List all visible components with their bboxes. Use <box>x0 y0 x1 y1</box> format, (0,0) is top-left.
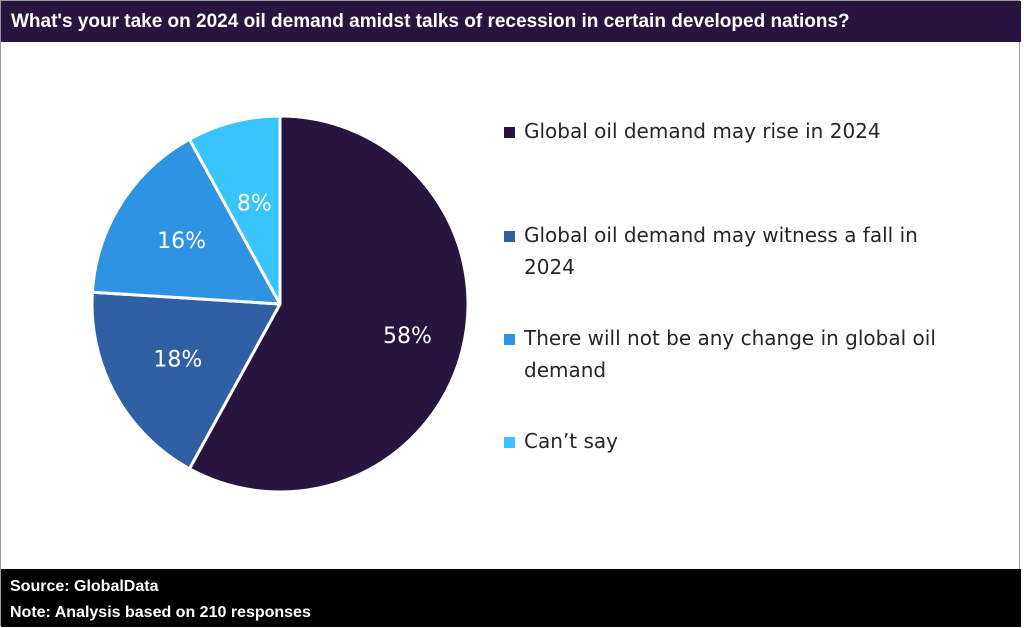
legend-swatch-rise <box>504 127 515 138</box>
legend-label-rise: Global oil demand may rise in 2024 <box>524 119 881 143</box>
legend-item-rise: Global oil demand may rise in 2024 <box>504 115 944 147</box>
legend-label-cant-say: Can’t say <box>524 429 618 453</box>
legend-swatch-no-change <box>504 334 515 345</box>
chart-title: What's your take on 2024 oil demand amid… <box>1 1 1021 42</box>
pie-slice-rise <box>187 114 470 494</box>
footer: Source: GlobalData Note: Analysis based … <box>1 569 1021 627</box>
legend-item-cant-say: Can’t say <box>504 425 944 457</box>
pie-slice-cant-say <box>187 114 282 306</box>
legend-swatch-fall <box>504 231 515 242</box>
pie-slice-fall-value-label: 18% <box>153 348 202 373</box>
pie-slice-rise-value-label: 58% <box>383 324 432 349</box>
pie-slice-cant-say-value-label: 8% <box>237 191 272 216</box>
source-note: Source: GlobalData <box>10 578 159 595</box>
legend-item-no-change: There will not be any change in global o… <box>504 322 944 386</box>
legend-label-fall: Global oil demand may witness a fall in … <box>524 223 918 279</box>
pie-slice-no-change-value-label: 16% <box>157 229 206 254</box>
legend-item-fall: Global oil demand may witness a fall in … <box>504 219 944 283</box>
legend-label-no-change: There will not be any change in global o… <box>524 326 936 382</box>
legend-swatch-cant-say <box>504 437 515 448</box>
analysis-note: Note: Analysis based on 210 responses <box>10 604 311 621</box>
pie-slice-fall <box>90 290 282 471</box>
pie-chart: 58% 18% 16% 8% <box>90 114 470 494</box>
pie-slice-no-change <box>90 137 282 306</box>
